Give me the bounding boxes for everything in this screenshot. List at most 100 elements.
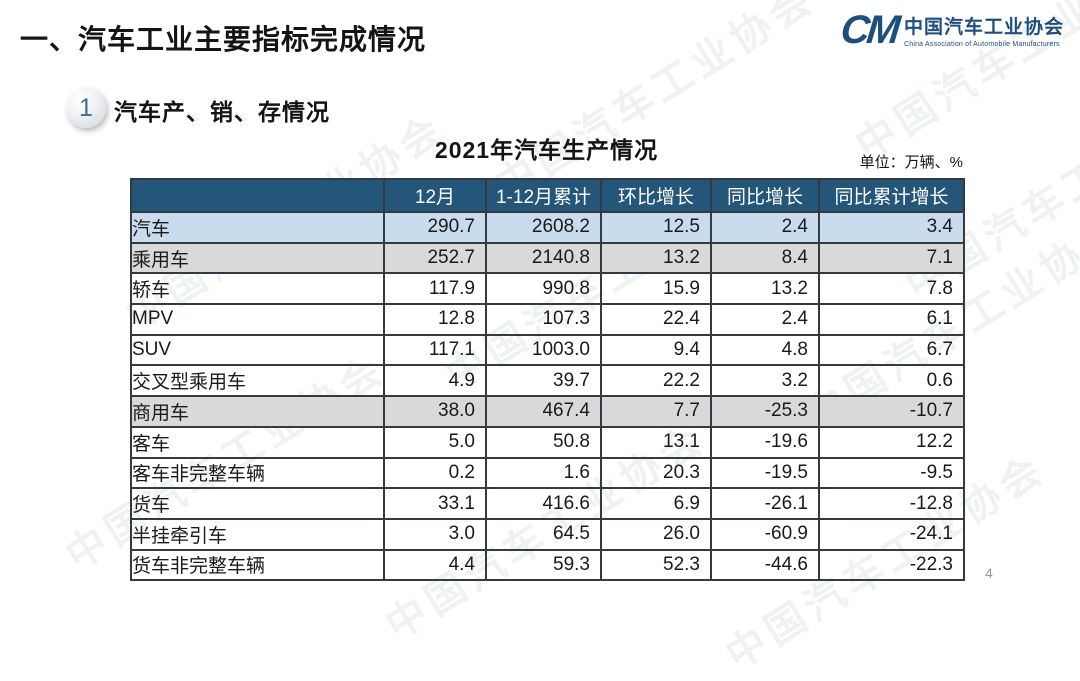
unit-note: 单位：万辆、% — [859, 154, 963, 171]
cell-value: 59.3 — [485, 548, 602, 582]
row-label: 轿车 — [130, 272, 385, 306]
table-row: 半挂牵引车 3.0 64.5 26.0 -60.9 -24.1 — [130, 517, 965, 551]
cell-value: -44.6 — [710, 548, 820, 582]
table-row: 商用车 38.0 467.4 7.7 -25.3 -10.7 — [130, 395, 965, 428]
row-label: 客车 — [130, 425, 385, 459]
cell-value: 12.8 — [383, 303, 487, 336]
cell-value: 38.0 — [383, 395, 487, 428]
cell-value: 2.4 — [710, 303, 820, 336]
slide-title: 一、汽车工业主要指标完成情况 — [20, 24, 427, 55]
cell-value: 13.2 — [710, 272, 820, 306]
section-number-badge: 1 — [66, 88, 106, 128]
row-label: 半挂牵引车 — [130, 517, 385, 551]
row-label: 客车非完整车辆 — [130, 456, 385, 490]
cell-value: 9.4 — [600, 333, 712, 367]
table-row: 货车非完整车辆 4.4 59.3 52.3 -44.6 -22.3 — [130, 548, 965, 582]
cell-value: 4.4 — [383, 548, 487, 582]
cell-value: 107.3 — [485, 303, 602, 336]
cell-value: 252.7 — [383, 241, 487, 275]
col-header-mom-growth: 环比增长 — [600, 178, 712, 213]
cell-value: 26.0 — [600, 517, 712, 551]
cell-value: 0.6 — [818, 364, 965, 398]
row-label: 货车 — [130, 487, 385, 520]
cell-value: 4.9 — [383, 364, 487, 398]
production-table: 12月 1-12月累计 环比增长 同比增长 同比累计增长 汽车 290.7 2608… — [130, 178, 965, 582]
row-label: SUV — [130, 333, 385, 367]
cell-value: 12.2 — [818, 425, 965, 459]
cell-value: 22.4 — [600, 303, 712, 336]
cell-value: -24.1 — [818, 517, 965, 551]
cell-value: 7.8 — [818, 272, 965, 306]
cell-value: 1.6 — [485, 456, 602, 490]
cell-value: 0.2 — [383, 456, 487, 490]
table-row: 汽车 290.7 2608.2 12.5 2.4 3.4 — [130, 211, 965, 244]
cell-value: 15.9 — [600, 272, 712, 306]
cell-value: 3.2 — [710, 364, 820, 398]
cell-value: 5.0 — [383, 425, 487, 459]
row-label: MPV — [130, 303, 385, 336]
cell-value: 990.8 — [485, 272, 602, 306]
table-row: SUV 117.1 1003.0 9.4 4.8 6.7 — [130, 333, 965, 367]
cell-value: -12.8 — [818, 487, 965, 520]
cell-value: 13.1 — [600, 425, 712, 459]
col-header-category — [130, 178, 385, 213]
row-label: 乘用车 — [130, 241, 385, 275]
cell-value: -10.7 — [818, 395, 965, 428]
cell-value: 6.1 — [818, 303, 965, 336]
cell-value: -25.3 — [710, 395, 820, 428]
caam-logo: CM 中国汽车工业协会 China Association of Automob… — [838, 8, 1064, 52]
table-row: 货车 33.1 416.6 6.9 -26.1 -12.8 — [130, 487, 965, 520]
table-row: 轿车 117.9 990.8 15.9 13.2 7.8 — [130, 272, 965, 306]
cell-value: 52.3 — [600, 548, 712, 582]
row-label: 交叉型乘用车 — [130, 364, 385, 398]
table-header: 12月 1-12月累计 环比增长 同比增长 同比累计增长 — [130, 178, 965, 213]
cell-value: 2140.8 — [485, 241, 602, 275]
cell-value: 64.5 — [485, 517, 602, 551]
cell-value: 8.4 — [710, 241, 820, 275]
cell-value: 22.2 — [600, 364, 712, 398]
cell-value: 39.7 — [485, 364, 602, 398]
col-header-december: 12月 — [383, 178, 487, 213]
cell-value: 20.3 — [600, 456, 712, 490]
cell-value: 12.5 — [600, 211, 712, 244]
cell-value: 2.4 — [710, 211, 820, 244]
cell-value: 117.9 — [383, 272, 487, 306]
section-heading: 汽车产、销、存情况 — [114, 99, 330, 125]
cell-value: -22.3 — [818, 548, 965, 582]
col-header-yoy-growth: 同比增长 — [710, 178, 820, 213]
cell-value: 117.1 — [383, 333, 487, 367]
cell-value: -60.9 — [710, 517, 820, 551]
cell-value: -26.1 — [710, 487, 820, 520]
cell-value: 13.2 — [600, 241, 712, 275]
table-body: 汽车 290.7 2608.2 12.5 2.4 3.4 乘用车 252.7 2140.8 13.… — [130, 211, 965, 582]
caam-logo-mark-icon: CM — [838, 8, 900, 52]
cell-value: 6.9 — [600, 487, 712, 520]
row-label: 商用车 — [130, 395, 385, 428]
table-row: 交叉型乘用车 4.9 39.7 22.2 3.2 0.6 — [130, 364, 965, 398]
table-header-row: 12月 1-12月累计 环比增长 同比增长 同比累计增长 — [130, 178, 965, 213]
table-row: 乘用车 252.7 2140.8 13.2 8.4 7.1 — [130, 241, 965, 275]
table-title: 2021年汽车生产情况 — [434, 137, 659, 163]
cell-value: 33.1 — [383, 487, 487, 520]
page-number: 4 — [985, 565, 993, 581]
cell-value: 7.7 — [600, 395, 712, 428]
cell-value: 4.8 — [710, 333, 820, 367]
cell-value: 467.4 — [485, 395, 602, 428]
cell-value: 290.7 — [383, 211, 487, 244]
table-row: 客车 5.0 50.8 13.1 -19.6 12.2 — [130, 425, 965, 459]
caam-logo-name-zh: 中国汽车工业协会 — [903, 17, 1064, 38]
cell-value: 3.0 — [383, 517, 487, 551]
row-label: 货车非完整车辆 — [130, 548, 385, 582]
cell-value: 50.8 — [485, 425, 602, 459]
cell-value: 1003.0 — [485, 333, 602, 367]
cell-value: 6.7 — [818, 333, 965, 367]
row-label: 汽车 — [130, 211, 385, 244]
col-header-cumulative: 1-12月累计 — [485, 178, 602, 213]
col-header-yoy-cumulative-growth: 同比累计增长 — [818, 178, 965, 213]
table-row: 客车非完整车辆 0.2 1.6 20.3 -19.5 -9.5 — [130, 456, 965, 490]
cell-value: -9.5 — [818, 456, 965, 490]
cell-value: -19.6 — [710, 425, 820, 459]
cell-value: 2608.2 — [485, 211, 602, 244]
cell-value: 3.4 — [818, 211, 965, 244]
cell-value: 7.1 — [818, 241, 965, 275]
